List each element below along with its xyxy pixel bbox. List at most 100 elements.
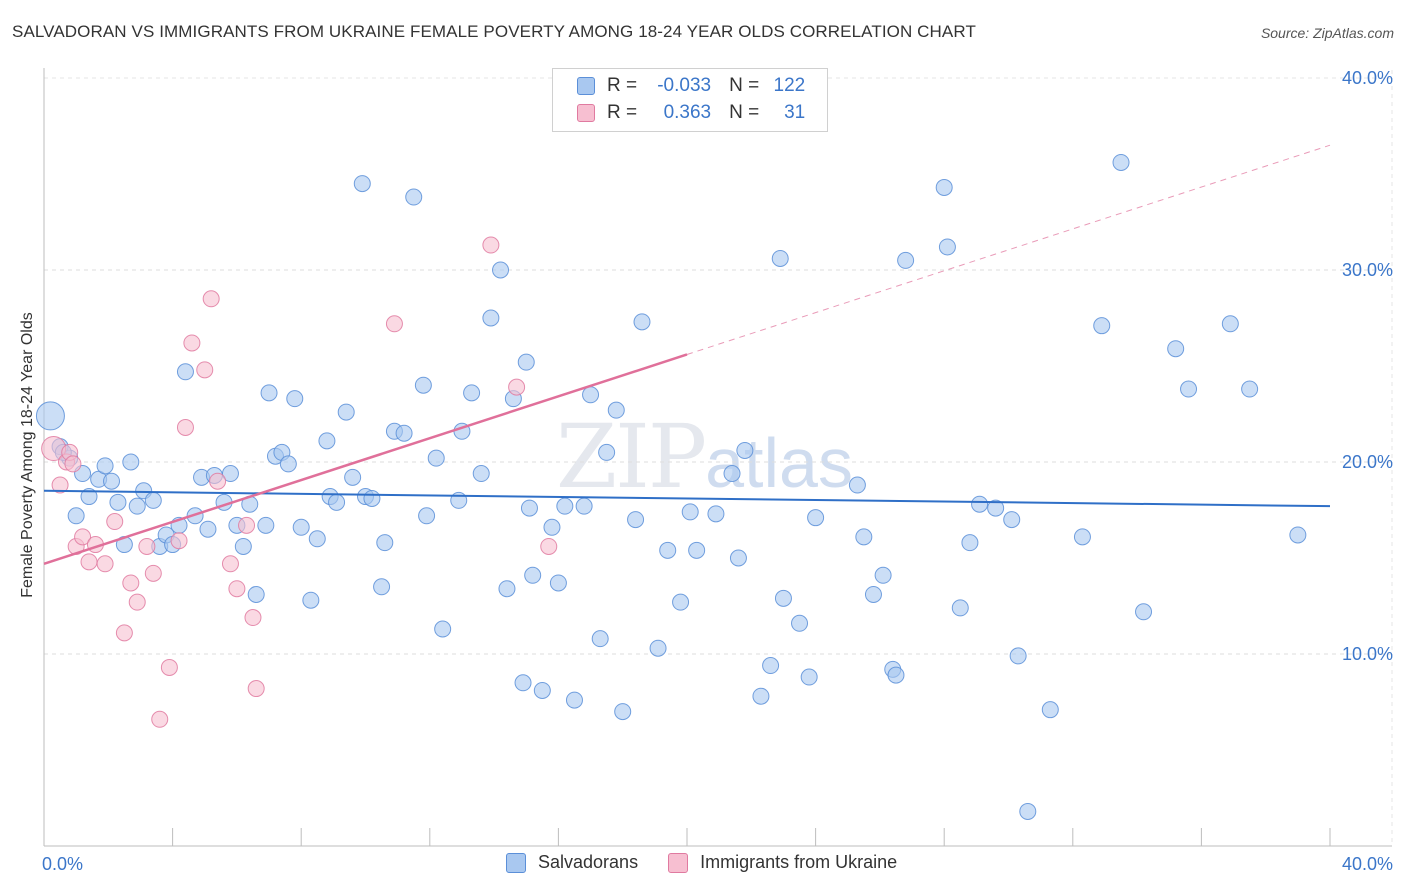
salvadoran-point: [395, 424, 413, 442]
salvadoran-point: [681, 503, 699, 521]
ukraine-point: [96, 555, 114, 573]
salvadoran-point: [337, 403, 355, 421]
salvadoran-point: [247, 585, 265, 603]
salvadoran-point: [373, 578, 391, 596]
salvadoran-point: [221, 465, 239, 483]
salvadoran-point: [122, 453, 140, 471]
legend-swatch-salvadorans: [506, 852, 526, 873]
ukraine-point: [151, 710, 169, 728]
r-value: 0.363: [663, 102, 712, 123]
salvadoran-point: [363, 489, 381, 507]
grid-lines: [44, 70, 1393, 846]
salvadoran-point: [517, 353, 535, 371]
ukraine-point: [196, 361, 214, 379]
salvadoran-point: [1073, 528, 1091, 546]
salvadoran-point: [35, 401, 65, 431]
salvadoran-point: [874, 566, 892, 584]
chart-title: SALVADORAN VS IMMIGRANTS FROM UKRAINE FE…: [12, 22, 976, 41]
salvadoran-point: [736, 441, 754, 459]
salvadoran-point: [1019, 802, 1037, 820]
legend-swatch-ukraine: [668, 852, 689, 873]
salvadoran-point: [67, 507, 85, 525]
legend-swatch-ukraine: [577, 104, 595, 122]
axes: [43, 68, 1392, 847]
salvadoran-point: [565, 691, 583, 709]
ukraine-point: [244, 609, 262, 627]
ukraine-point: [482, 236, 500, 254]
ukraine-point: [209, 472, 227, 490]
salvadoran-point: [234, 537, 252, 555]
legend-item-salvadorans: Salvadorans: [506, 852, 638, 873]
salvadoran-point: [607, 401, 625, 419]
salvadoran-point: [807, 509, 825, 527]
n-label: N =: [729, 102, 760, 123]
salvadoran-point: [498, 580, 516, 598]
salvadoran-point: [864, 585, 882, 603]
n-value: 31: [784, 102, 806, 123]
ukraine-point: [202, 290, 220, 308]
y-tick-label: 30.0%: [1342, 260, 1393, 280]
salvadoran-point: [961, 534, 979, 552]
salvadoran-point: [591, 630, 609, 648]
salvadoran-point: [633, 313, 651, 331]
salvadoran-point: [1003, 511, 1021, 529]
salvadoran-point: [582, 386, 600, 404]
x-tick-label: 40.0%: [1342, 854, 1393, 874]
salvadoran-point: [128, 497, 146, 515]
salvadoran-point: [96, 457, 114, 475]
salvadoran-point: [987, 499, 1005, 517]
salvadoran-point: [729, 549, 747, 567]
ukraine-point: [115, 624, 133, 642]
salvadoran-point: [707, 505, 725, 523]
salvadoran-point: [800, 668, 818, 686]
y-tick-label: 10.0%: [1342, 644, 1393, 664]
ukraine-point: [106, 513, 124, 531]
salvadoran-point: [598, 443, 616, 461]
salvadoran-point: [533, 681, 551, 699]
salvadoran-point: [344, 468, 362, 486]
salvadoran-point: [1041, 701, 1059, 719]
ukraine-point: [221, 555, 239, 573]
legend-label-salvadorans: Salvadorans: [538, 852, 639, 872]
salvadoran-point: [492, 261, 510, 279]
y-tick-label: 40.0%: [1342, 68, 1393, 88]
salvadoran-point: [318, 432, 336, 450]
salvadoran-point: [938, 238, 956, 256]
n-value: 122: [773, 75, 806, 96]
salvadoran-point: [1093, 317, 1111, 335]
y-axis-label: Female Poverty Among 18-24 Year Olds: [19, 312, 36, 598]
salvadoran-point: [672, 593, 690, 611]
salvadoran-point: [328, 493, 346, 511]
y-tick-label: 20.0%: [1342, 452, 1393, 472]
ukraine-trend-line: [43, 353, 688, 565]
correlation-legend: R = -0.033 N = 122 R = 0.363 N = 31: [552, 68, 828, 132]
salvadoran-point: [414, 376, 432, 394]
ukraine-point: [238, 516, 256, 534]
salvadoran-point: [427, 449, 445, 467]
salvadoran-point: [771, 249, 789, 267]
ukraine-point: [122, 574, 140, 592]
ukraine-point: [170, 532, 188, 550]
watermark: ZIPatlas: [556, 405, 853, 508]
salvadoran-trend-line: [43, 489, 1331, 508]
salvadoran-point: [103, 472, 121, 490]
salvadoran-point: [855, 528, 873, 546]
legend-row-ukraine: R = 0.363 N = 31: [577, 101, 805, 125]
salvadoran-point: [308, 530, 326, 548]
salvadoran-point: [951, 599, 969, 617]
ukraine-point: [144, 564, 162, 582]
ukraine-point: [74, 528, 92, 546]
ukraine-point: [183, 334, 201, 352]
ukraine-point: [228, 580, 246, 598]
n-label: N =: [729, 75, 760, 96]
salvadoran-point: [791, 614, 809, 632]
salvadoran-point: [514, 674, 532, 692]
x-tick-label: 0.0%: [42, 854, 83, 874]
salvadoran-point: [286, 390, 304, 408]
legend-item-ukraine: Immigrants from Ukraine: [668, 852, 897, 873]
salvadoran-point: [524, 566, 542, 584]
salvadoran-point: [752, 687, 770, 705]
salvadoran-point: [144, 491, 162, 509]
salvadoran-point: [80, 488, 98, 506]
trend-lines: [43, 144, 1331, 565]
